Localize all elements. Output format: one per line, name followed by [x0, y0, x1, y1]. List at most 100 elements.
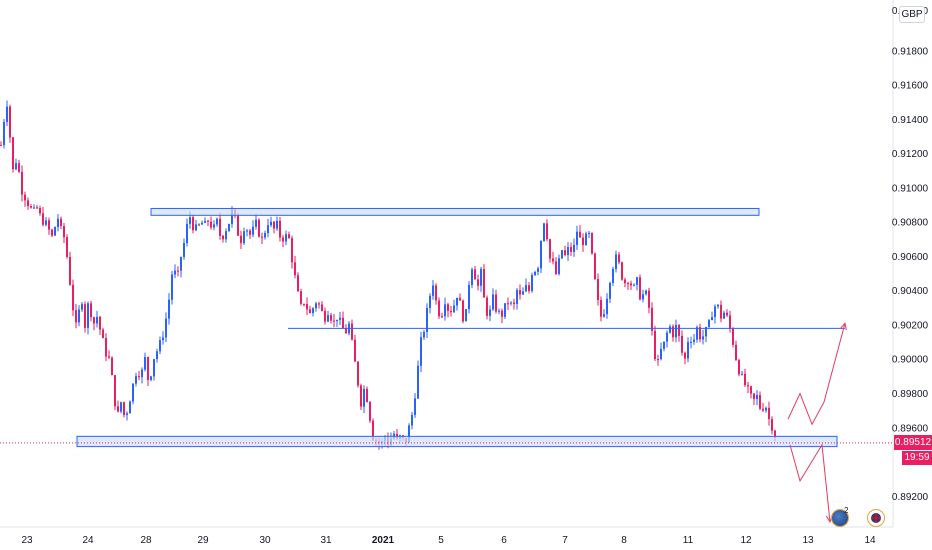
candle-body — [549, 239, 551, 259]
candle-body — [477, 279, 479, 286]
candle-body — [435, 285, 437, 301]
candle-body — [372, 420, 374, 441]
candle-body — [408, 425, 410, 443]
candle-body — [294, 262, 296, 276]
candle-body — [165, 318, 167, 338]
candle-body — [162, 337, 164, 341]
candle-body — [39, 207, 41, 214]
candle-body — [735, 344, 737, 361]
currency-badge[interactable]: GBP — [899, 6, 925, 23]
candle-body — [528, 285, 530, 292]
candle-body — [180, 257, 182, 271]
candle-body — [738, 360, 740, 375]
candle-body — [432, 285, 434, 296]
candle-body — [144, 357, 146, 370]
candle-body — [345, 328, 347, 334]
y-tick-label: 0.90600 — [892, 252, 929, 263]
candle-body — [591, 232, 593, 254]
y-tick-label: 0.91000 — [892, 183, 929, 194]
candle-body — [687, 342, 689, 359]
candle-body — [99, 316, 101, 330]
candle-body — [27, 200, 29, 207]
candle-body — [759, 395, 761, 409]
candle-body — [159, 340, 161, 352]
candle-body — [318, 303, 320, 305]
candle-body — [225, 231, 227, 240]
candle-body — [624, 279, 626, 284]
x-tick-label: 2021 — [372, 535, 395, 546]
candle-body — [633, 284, 635, 286]
candle-body — [747, 385, 749, 387]
candle-body — [150, 376, 152, 380]
candle-body — [201, 222, 203, 225]
projection-up-arrow-arrowhead — [840, 322, 847, 331]
x-tick-label: 14 — [864, 535, 876, 546]
x-tick-label: 8 — [621, 535, 627, 546]
candle-body — [525, 285, 527, 292]
candle-body — [207, 220, 209, 222]
candle-body — [498, 310, 500, 312]
candle-body — [756, 395, 758, 399]
candle-body — [774, 430, 776, 439]
earth-globe-icon[interactable] — [831, 509, 849, 527]
candle-body — [123, 402, 125, 416]
candle-body — [714, 306, 716, 318]
candle-body — [459, 297, 461, 301]
candle-body — [228, 223, 230, 232]
candle-body — [438, 300, 440, 317]
candle-body — [3, 121, 5, 146]
candle-body — [621, 262, 623, 280]
candle-body — [666, 332, 668, 342]
candle-body — [24, 194, 26, 201]
support-zone — [76, 435, 838, 448]
candle-body — [210, 221, 212, 228]
candle-body — [579, 231, 581, 238]
candle-body — [522, 291, 524, 295]
y-tick-label: 0.89200 — [892, 492, 929, 503]
uk-flag-icon[interactable] — [867, 509, 885, 527]
candle-body — [558, 258, 560, 274]
candle-body — [699, 327, 701, 340]
candle-body — [507, 303, 509, 305]
candle-body — [63, 226, 65, 238]
candle-body — [414, 398, 416, 415]
candle-body — [90, 303, 92, 318]
candle-body — [108, 356, 110, 358]
candle-body — [468, 284, 470, 310]
candle-body — [303, 303, 305, 305]
candle-body — [513, 302, 515, 305]
candle-body — [531, 275, 533, 292]
candle-body — [132, 383, 134, 402]
candle-body — [0, 145, 2, 147]
candle-body — [186, 223, 188, 244]
zones-layer — [76, 207, 845, 448]
candle-body — [354, 339, 356, 362]
candle-body — [483, 268, 485, 298]
candle-body — [765, 407, 767, 411]
candle-body — [750, 386, 752, 394]
candle-body — [561, 250, 563, 259]
candle-body — [696, 327, 698, 340]
candle-body — [609, 282, 611, 299]
resistance-zone — [150, 207, 760, 216]
candle-body — [204, 220, 206, 223]
candle-body — [30, 206, 32, 208]
candle-body — [219, 218, 221, 236]
x-tick-label: 12 — [740, 535, 752, 546]
y-tick-label: 0.90800 — [892, 218, 929, 229]
candle-body — [576, 231, 578, 245]
candle-body — [360, 385, 362, 407]
candle-body — [570, 247, 572, 252]
candle-body — [771, 419, 773, 431]
candle-body — [240, 235, 242, 244]
candle-body — [267, 225, 269, 234]
candle-body — [627, 283, 629, 285]
candle-body — [618, 254, 620, 263]
candle-body — [126, 413, 128, 416]
candle-body — [96, 316, 98, 324]
y-axis-labels: 0.91800 0.91600 0.91400 0.91200 0.91000 0.908… — [892, 6, 929, 503]
candle-body — [57, 218, 59, 227]
candle-body — [12, 137, 14, 170]
x-tick-label: 24 — [82, 535, 94, 546]
